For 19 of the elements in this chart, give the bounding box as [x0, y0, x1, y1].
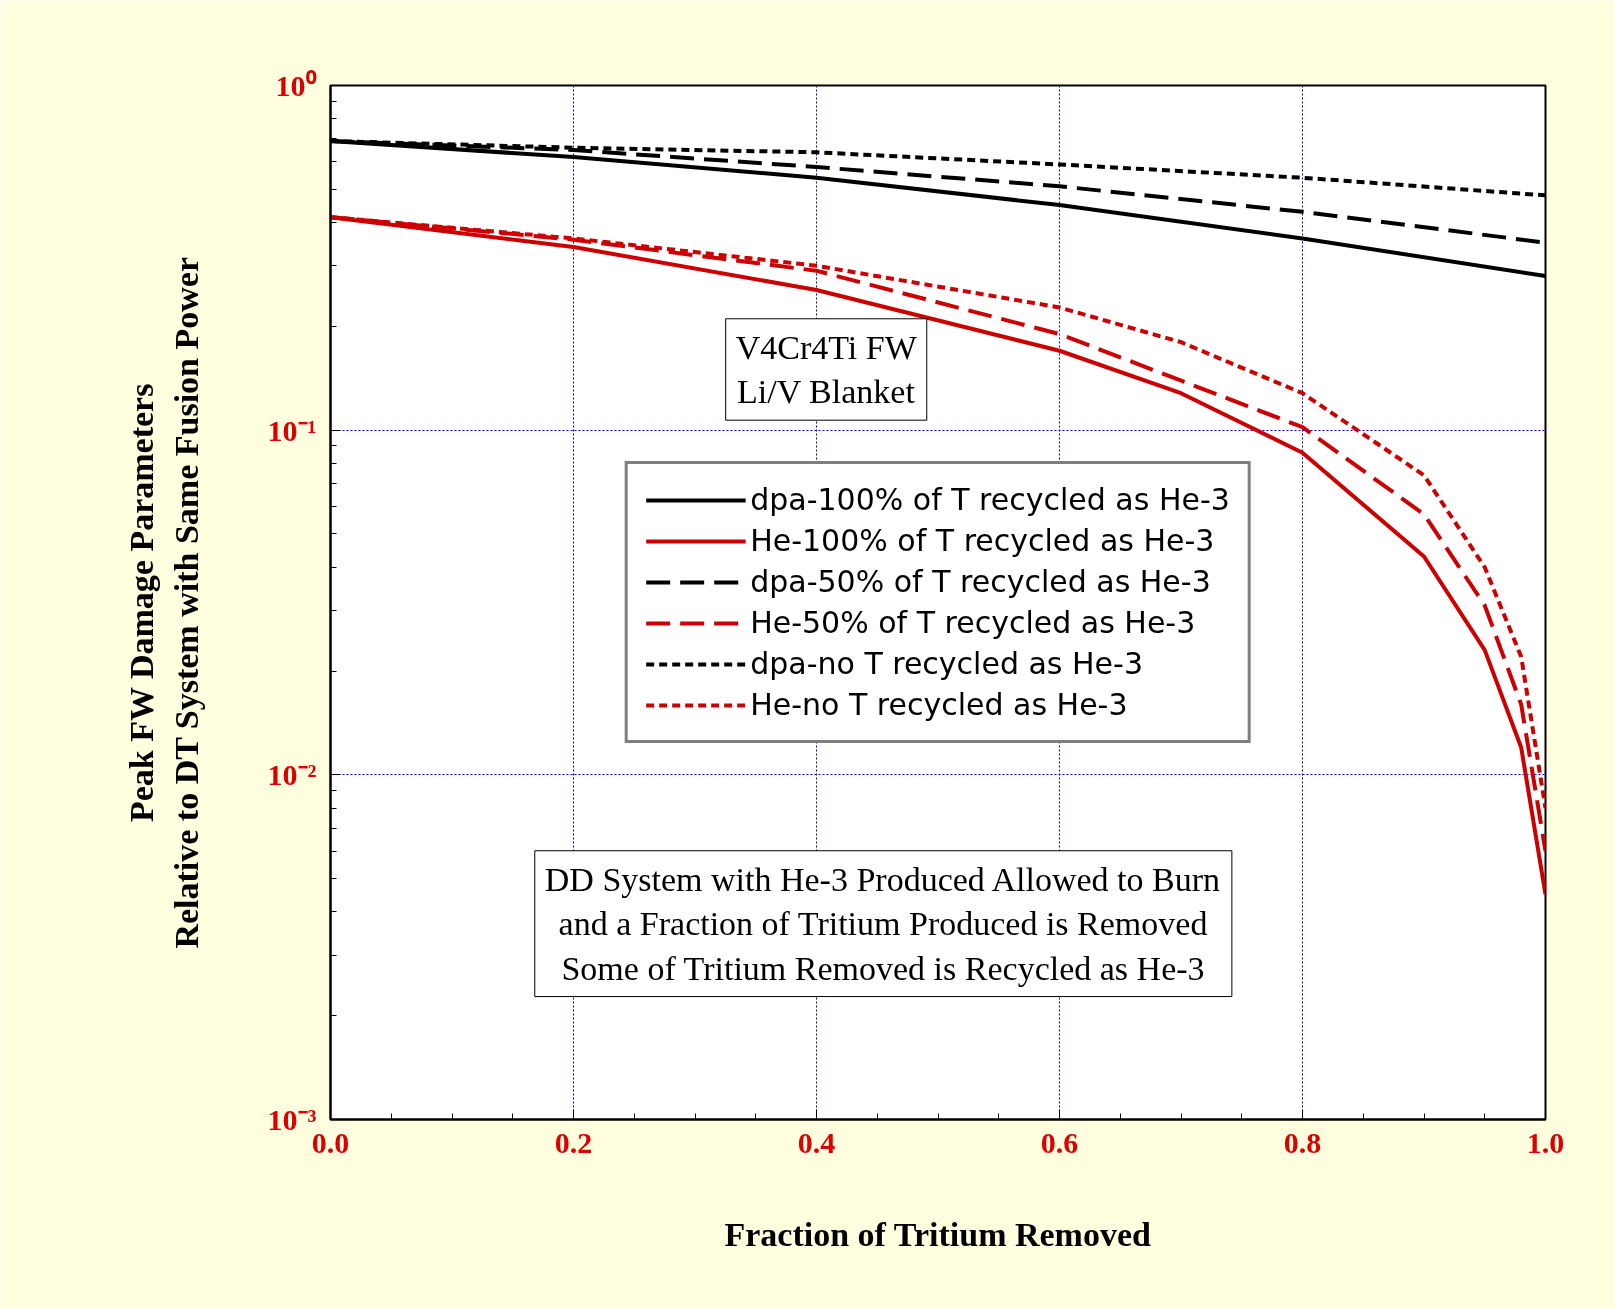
- legend-label: He-50% of T recycled as He-3: [750, 605, 1196, 640]
- x-tick-label: 0.6: [1040, 1125, 1079, 1159]
- y-tick-label: 10⁻¹: [267, 413, 317, 447]
- annotation: DD System with He-3 Produced Allowed to Burn and a Fraction of Tritium Produced is Removed Some of Tritium Removed is Recycled as He-3: [544, 860, 1220, 987]
- y-tick-label: 10⁰: [275, 69, 317, 102]
- x-tick-label: 1.0: [1526, 1125, 1565, 1159]
- legend-label: He-100% of T recycled as He-3: [750, 523, 1215, 558]
- legend-label: He-no T recycled as He-3: [750, 687, 1128, 722]
- x-tick-label: 0.0: [311, 1125, 350, 1159]
- x-tick-label: 0.8: [1283, 1125, 1322, 1159]
- x-tick-label: 0.2: [554, 1125, 593, 1159]
- legend-label: dpa-100% of T recycled as He-3: [750, 482, 1230, 517]
- annotation: V4Cr4Ti FW Li/V Blanket: [735, 328, 918, 411]
- y-axis-title: Peak FW Damage Parameters Relative to DT System with Same Fusion Power: [123, 257, 205, 949]
- x-tick-label: 0.4: [797, 1125, 836, 1159]
- legend-label: dpa-50% of T recycled as He-3: [750, 564, 1211, 599]
- legend-label: dpa-no T recycled as He-3: [750, 646, 1143, 681]
- y-tick-label: 10⁻²: [267, 758, 317, 792]
- x-axis-title: Fraction of Tritium Removed: [724, 1215, 1152, 1253]
